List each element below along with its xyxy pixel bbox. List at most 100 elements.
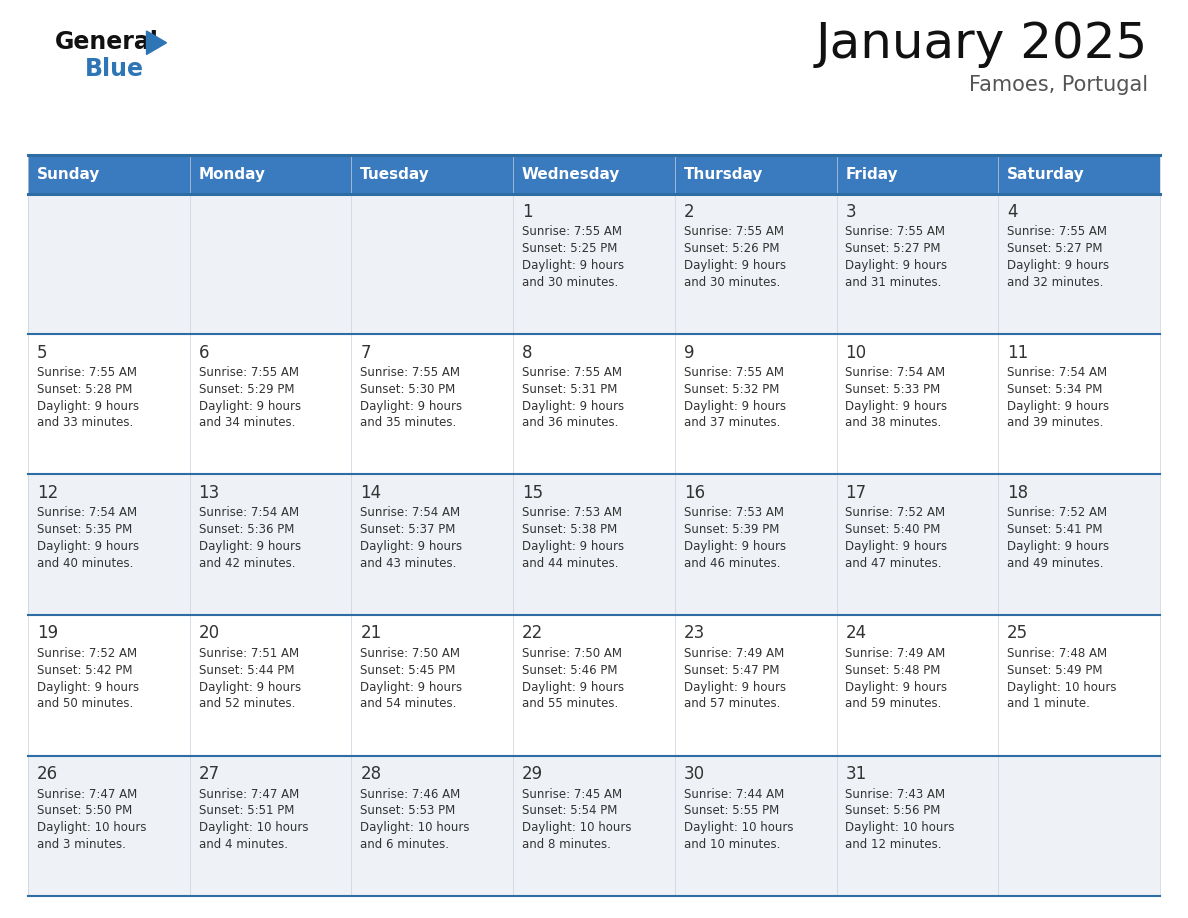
Text: Sunset: 5:39 PM: Sunset: 5:39 PM: [684, 523, 779, 536]
Bar: [513, 334, 675, 475]
Text: Sunrise: 7:52 AM: Sunrise: 7:52 AM: [1007, 507, 1107, 520]
Text: 7: 7: [360, 343, 371, 362]
Text: Sunset: 5:44 PM: Sunset: 5:44 PM: [198, 664, 295, 677]
Text: Sunrise: 7:46 AM: Sunrise: 7:46 AM: [360, 788, 461, 800]
Bar: [190, 155, 352, 194]
Text: 2: 2: [684, 203, 694, 221]
Text: and 40 minutes.: and 40 minutes.: [37, 557, 133, 570]
Text: Daylight: 10 hours: Daylight: 10 hours: [360, 821, 469, 834]
Text: Daylight: 9 hours: Daylight: 9 hours: [846, 680, 948, 694]
Text: Daylight: 9 hours: Daylight: 9 hours: [522, 540, 624, 554]
Text: Daylight: 9 hours: Daylight: 9 hours: [37, 399, 139, 412]
Text: Sunset: 5:41 PM: Sunset: 5:41 PM: [1007, 523, 1102, 536]
Text: Daylight: 9 hours: Daylight: 9 hours: [522, 680, 624, 694]
Text: Sunset: 5:25 PM: Sunset: 5:25 PM: [522, 242, 618, 255]
Bar: [513, 475, 675, 615]
Text: and 30 minutes.: and 30 minutes.: [522, 276, 618, 289]
Bar: [675, 615, 836, 756]
Bar: [998, 615, 1159, 756]
Text: Sunset: 5:42 PM: Sunset: 5:42 PM: [37, 664, 132, 677]
Text: Sunday: Sunday: [37, 167, 100, 182]
Text: 3: 3: [846, 203, 857, 221]
Bar: [998, 475, 1159, 615]
Text: Daylight: 9 hours: Daylight: 9 hours: [198, 399, 301, 412]
Text: 27: 27: [198, 765, 220, 783]
Bar: [675, 155, 836, 194]
Text: Daylight: 10 hours: Daylight: 10 hours: [684, 821, 794, 834]
Text: Sunset: 5:34 PM: Sunset: 5:34 PM: [1007, 383, 1102, 396]
Text: Friday: Friday: [846, 167, 898, 182]
Text: Sunrise: 7:52 AM: Sunrise: 7:52 AM: [846, 507, 946, 520]
Text: Daylight: 9 hours: Daylight: 9 hours: [846, 259, 948, 272]
Text: Sunrise: 7:53 AM: Sunrise: 7:53 AM: [522, 507, 623, 520]
Text: Sunset: 5:29 PM: Sunset: 5:29 PM: [198, 383, 295, 396]
Bar: [190, 194, 352, 334]
Text: and 52 minutes.: and 52 minutes.: [198, 698, 295, 711]
Text: 30: 30: [684, 765, 704, 783]
Text: Sunset: 5:38 PM: Sunset: 5:38 PM: [522, 523, 618, 536]
Text: Sunset: 5:54 PM: Sunset: 5:54 PM: [522, 804, 618, 817]
Text: Sunset: 5:40 PM: Sunset: 5:40 PM: [846, 523, 941, 536]
Text: Wednesday: Wednesday: [522, 167, 620, 182]
Text: 18: 18: [1007, 484, 1029, 502]
Text: and 49 minutes.: and 49 minutes.: [1007, 557, 1104, 570]
Text: and 10 minutes.: and 10 minutes.: [684, 838, 781, 851]
Text: Sunrise: 7:47 AM: Sunrise: 7:47 AM: [198, 788, 299, 800]
Text: and 54 minutes.: and 54 minutes.: [360, 698, 456, 711]
Text: Daylight: 9 hours: Daylight: 9 hours: [37, 680, 139, 694]
Bar: [513, 615, 675, 756]
Text: Daylight: 9 hours: Daylight: 9 hours: [37, 540, 139, 554]
Bar: [29, 756, 190, 896]
Text: and 42 minutes.: and 42 minutes.: [198, 557, 295, 570]
Text: 24: 24: [846, 624, 866, 643]
Text: and 39 minutes.: and 39 minutes.: [1007, 417, 1104, 430]
Text: 31: 31: [846, 765, 867, 783]
Text: January 2025: January 2025: [816, 20, 1148, 68]
Text: 28: 28: [360, 765, 381, 783]
Text: 11: 11: [1007, 343, 1029, 362]
Text: 15: 15: [522, 484, 543, 502]
Text: Sunset: 5:35 PM: Sunset: 5:35 PM: [37, 523, 132, 536]
Bar: [352, 475, 513, 615]
Text: and 6 minutes.: and 6 minutes.: [360, 838, 449, 851]
Text: Sunset: 5:46 PM: Sunset: 5:46 PM: [522, 664, 618, 677]
Text: Daylight: 9 hours: Daylight: 9 hours: [198, 540, 301, 554]
Text: Sunset: 5:36 PM: Sunset: 5:36 PM: [198, 523, 293, 536]
Text: Sunset: 5:56 PM: Sunset: 5:56 PM: [846, 804, 941, 817]
Text: Sunrise: 7:49 AM: Sunrise: 7:49 AM: [846, 647, 946, 660]
Text: Daylight: 9 hours: Daylight: 9 hours: [360, 399, 462, 412]
Text: Sunset: 5:51 PM: Sunset: 5:51 PM: [198, 804, 293, 817]
Bar: [352, 334, 513, 475]
Bar: [836, 475, 998, 615]
Text: Daylight: 10 hours: Daylight: 10 hours: [198, 821, 308, 834]
Bar: [29, 334, 190, 475]
Text: 21: 21: [360, 624, 381, 643]
Text: 19: 19: [37, 624, 58, 643]
Bar: [352, 155, 513, 194]
Text: and 12 minutes.: and 12 minutes.: [846, 838, 942, 851]
Text: Sunrise: 7:47 AM: Sunrise: 7:47 AM: [37, 788, 137, 800]
Text: Sunrise: 7:52 AM: Sunrise: 7:52 AM: [37, 647, 137, 660]
Text: Sunset: 5:37 PM: Sunset: 5:37 PM: [360, 523, 456, 536]
Text: Sunset: 5:53 PM: Sunset: 5:53 PM: [360, 804, 455, 817]
Text: General: General: [55, 30, 159, 54]
Text: and 31 minutes.: and 31 minutes.: [846, 276, 942, 289]
Text: Daylight: 9 hours: Daylight: 9 hours: [684, 540, 786, 554]
Text: Sunset: 5:33 PM: Sunset: 5:33 PM: [846, 383, 941, 396]
Text: and 30 minutes.: and 30 minutes.: [684, 276, 781, 289]
Text: Sunrise: 7:55 AM: Sunrise: 7:55 AM: [360, 366, 460, 379]
Text: 9: 9: [684, 343, 694, 362]
Text: and 50 minutes.: and 50 minutes.: [37, 698, 133, 711]
Bar: [998, 334, 1159, 475]
Text: 14: 14: [360, 484, 381, 502]
Text: Sunrise: 7:55 AM: Sunrise: 7:55 AM: [846, 226, 946, 239]
Text: 16: 16: [684, 484, 704, 502]
Text: Daylight: 10 hours: Daylight: 10 hours: [846, 821, 955, 834]
Text: and 59 minutes.: and 59 minutes.: [846, 698, 942, 711]
Text: 5: 5: [37, 343, 48, 362]
Text: Sunrise: 7:44 AM: Sunrise: 7:44 AM: [684, 788, 784, 800]
Text: and 46 minutes.: and 46 minutes.: [684, 557, 781, 570]
Text: Sunset: 5:27 PM: Sunset: 5:27 PM: [846, 242, 941, 255]
Text: Daylight: 9 hours: Daylight: 9 hours: [846, 540, 948, 554]
Text: Sunset: 5:55 PM: Sunset: 5:55 PM: [684, 804, 779, 817]
